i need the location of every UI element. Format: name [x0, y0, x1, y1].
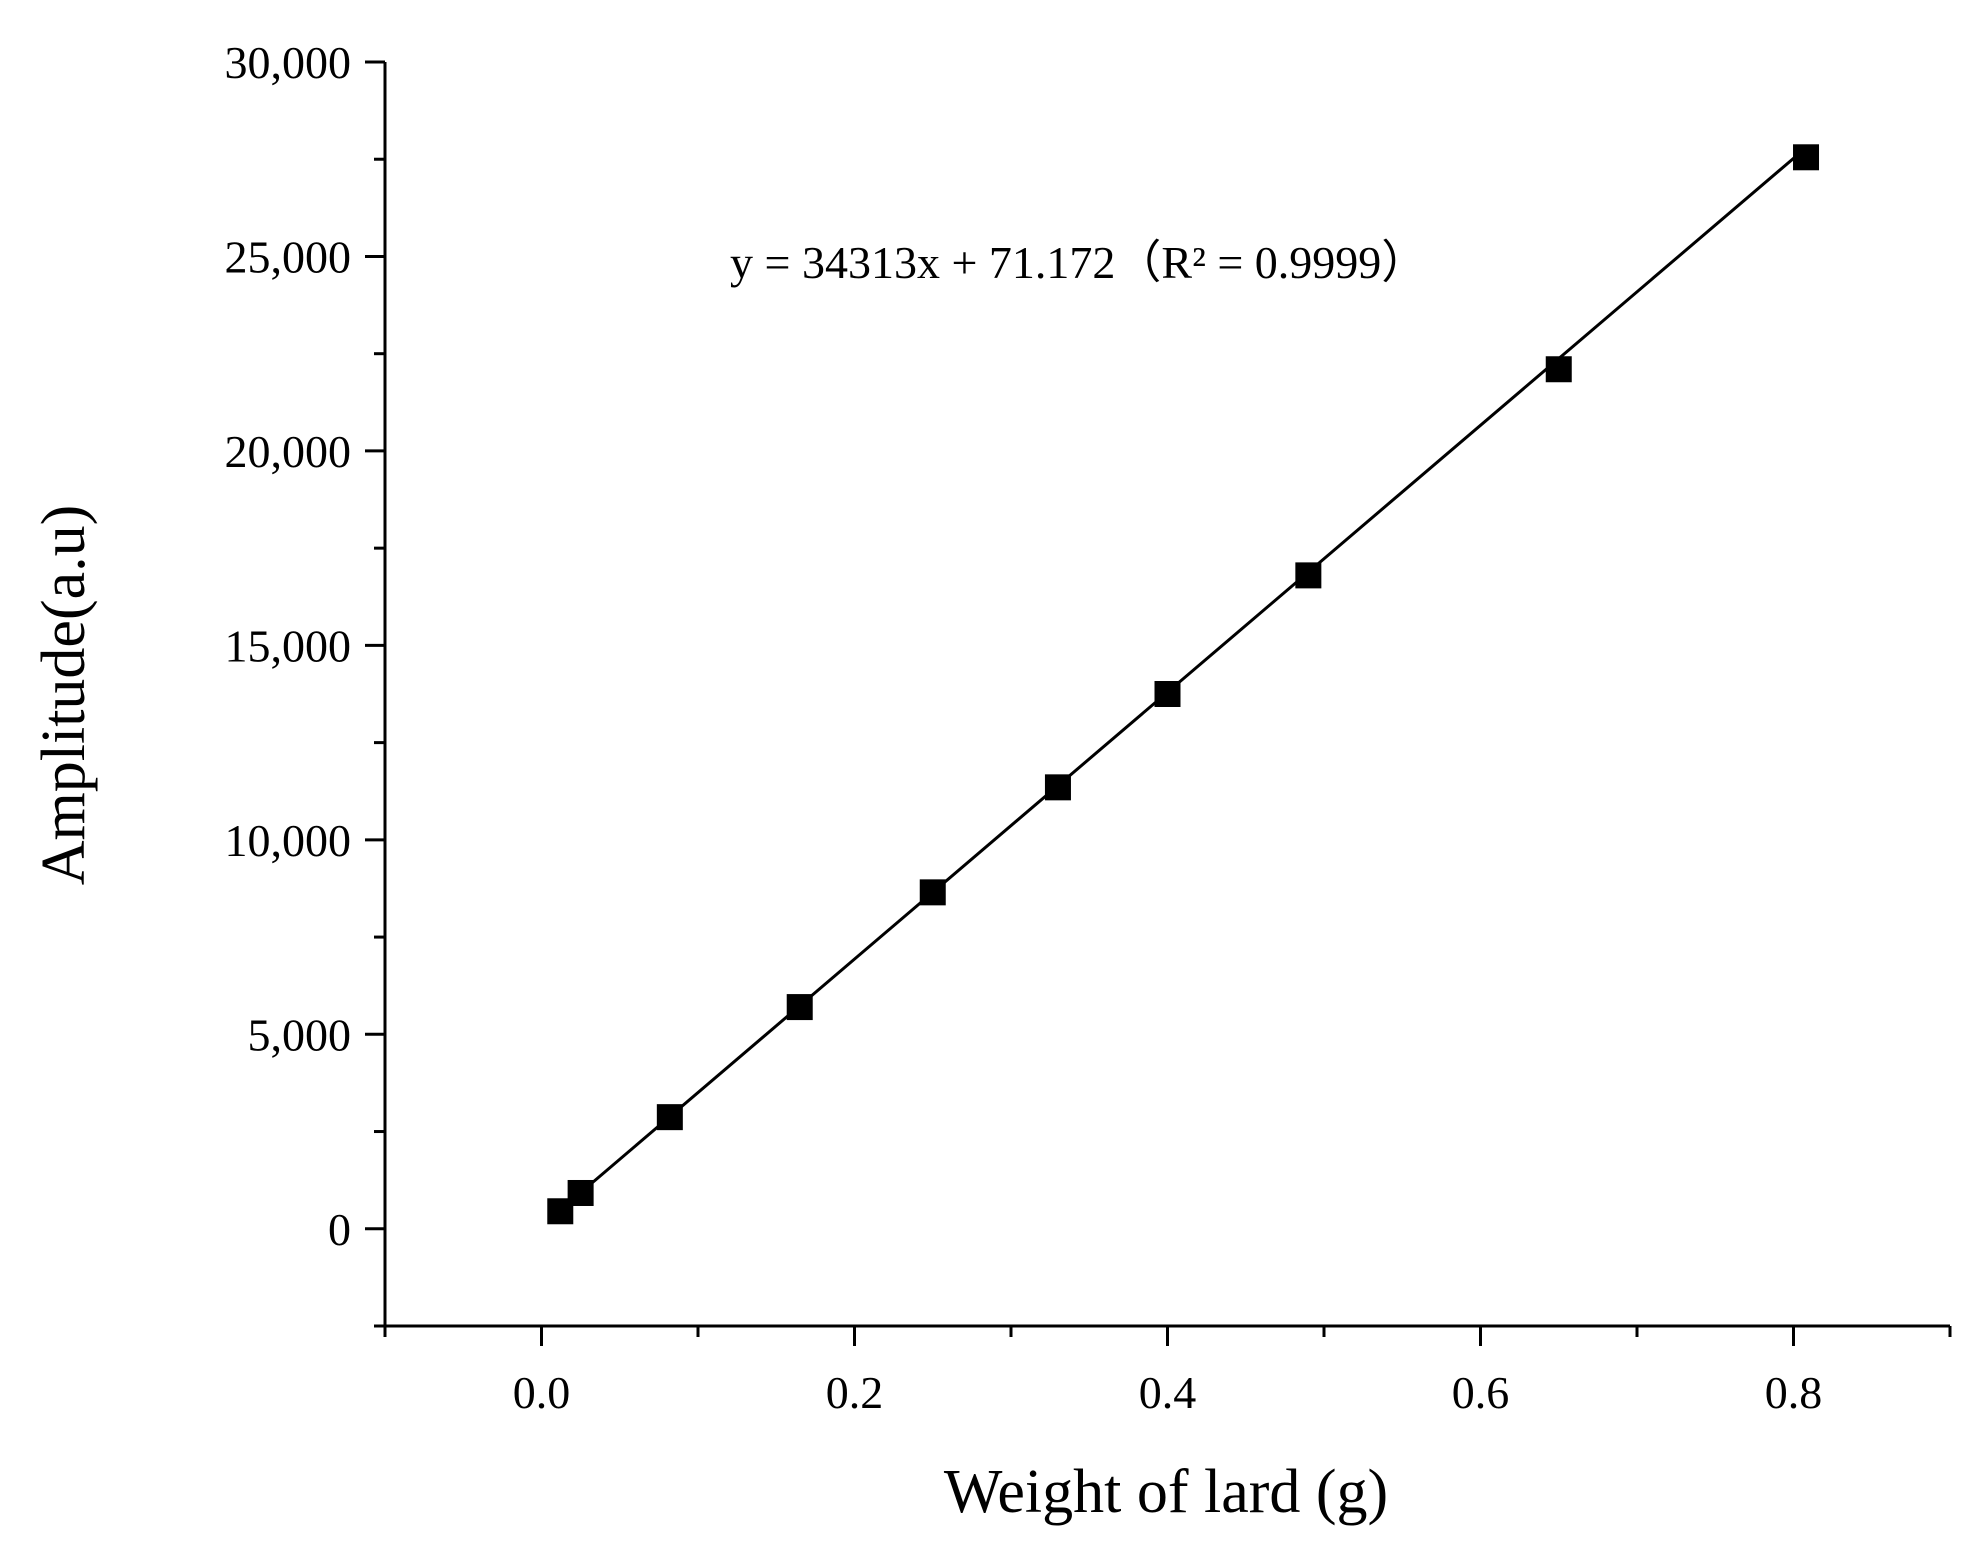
- data-point: [1044, 774, 1071, 801]
- data-point: [1545, 356, 1572, 383]
- data-point: [1154, 681, 1181, 707]
- x-tick-label: 0.8: [1765, 1367, 1823, 1418]
- tick-marks: [365, 60, 1952, 1346]
- y-tick-label: 0: [328, 1204, 351, 1255]
- y-tick-label: 10,000: [225, 815, 352, 866]
- fit-line: [559, 146, 1807, 1212]
- x-tick-label: 0.4: [1139, 1367, 1197, 1418]
- tick-labels: 0 5,000 10,000 15,000 20,000 25,000 30,000 0.0 0…: [225, 37, 1823, 1418]
- x-axis-title: Weight of lard (g): [944, 1458, 1388, 1526]
- data-point: [567, 1179, 594, 1206]
- data-point: [1793, 144, 1820, 171]
- data-point: [1295, 562, 1322, 589]
- data-point: [919, 879, 946, 906]
- y-tick-label: 30,000: [225, 37, 352, 88]
- y-tick-label: 15,000: [225, 620, 352, 671]
- y-axis-title: Amplitude(a.u): [30, 505, 98, 886]
- data-points: [547, 144, 1820, 1225]
- y-tick-label: 25,000: [225, 231, 352, 282]
- y-tick-label: 5,000: [248, 1009, 352, 1060]
- x-tick-label: 0.6: [1452, 1367, 1510, 1418]
- x-tick-label: 0.0: [513, 1367, 571, 1418]
- fit-line-group: [559, 146, 1807, 1212]
- data-point: [656, 1104, 683, 1131]
- y-tick-label: 20,000: [225, 426, 352, 477]
- data-point: [786, 994, 813, 1021]
- fit-equation-annotation: y = 34313x + 71.172（R² = 0.9999）: [730, 237, 1427, 288]
- x-tick-label: 0.2: [826, 1367, 884, 1418]
